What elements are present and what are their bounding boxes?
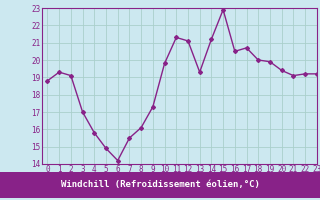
Text: Windchill (Refroidissement éolien,°C): Windchill (Refroidissement éolien,°C)	[60, 180, 260, 190]
